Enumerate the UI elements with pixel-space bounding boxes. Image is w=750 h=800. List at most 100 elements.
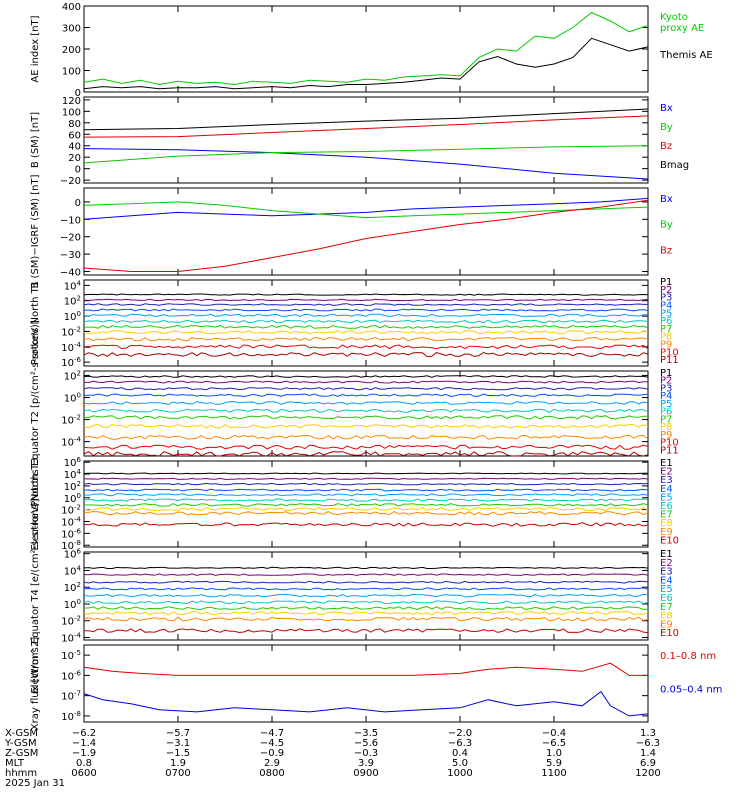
legend-label-E8: E8	[660, 518, 673, 529]
xaxis-value: −4.5	[260, 738, 284, 749]
legend-label-By: By	[660, 220, 673, 231]
series-line-P10	[83, 344, 649, 350]
legend-label-0-1-0-8-nm: 0.1–0.8 nm	[660, 651, 716, 662]
xaxis-value: −6.3	[448, 738, 472, 749]
y-tick-label: 10-2	[61, 414, 81, 427]
y-axis-label: Xray flux [W/m^2]	[30, 637, 41, 731]
y-tick-label: 10-6	[61, 527, 81, 540]
legend-label-E3: E3	[660, 475, 673, 486]
y-tick-label: 10-4	[61, 436, 81, 449]
series-line-E3	[83, 580, 649, 584]
series-line-E8	[83, 507, 649, 512]
xaxis-value: −5.7	[166, 728, 190, 739]
xaxis-value: 3.9	[358, 758, 374, 769]
y-tick-label: 0	[75, 165, 81, 176]
legend-label-Bmag: Bmag	[660, 160, 689, 171]
series-line-Kyoto-proxy-AE	[83, 11, 649, 86]
series-line-0-05-0-4-nm	[83, 690, 649, 717]
y-tick-label: 10-4	[61, 515, 81, 528]
series-line-Bx	[83, 148, 649, 180]
legend-label-E10: E10	[660, 628, 679, 639]
xaxis-value: −3.1	[166, 738, 190, 749]
series-line-P2	[83, 298, 649, 302]
panel-frame	[83, 187, 649, 276]
y-tick-label: 0	[75, 198, 81, 209]
series-line-E9	[83, 511, 649, 516]
series-line-E7	[84, 503, 649, 507]
legend-label-Bx: Bx	[660, 103, 673, 114]
y-axis-label: Protons North T1	[30, 281, 41, 365]
legend-label-E10: E10	[660, 535, 679, 546]
y-tick-label: 10-4	[61, 631, 81, 644]
xaxis-value: −1.4	[72, 738, 96, 749]
xaxis-value: 0.4	[452, 748, 468, 759]
y-tick-label: 106	[64, 548, 82, 561]
series-line-P6	[83, 319, 649, 324]
legend-label-P11: P11	[660, 445, 679, 456]
y-axis-label: B (SM)−IGRF (SM) [nT]	[30, 174, 41, 288]
panel-frame	[83, 370, 649, 457]
xaxis-row-label: Y-GSM	[4, 738, 37, 749]
y-tick-label: 20	[68, 153, 81, 164]
series-line-E7	[83, 606, 649, 611]
y-tick-label: 0	[75, 88, 81, 99]
series-line-E9	[83, 616, 649, 622]
series-line-E1	[83, 472, 649, 475]
y-tick-label: 10-8	[61, 710, 81, 723]
y-tick-label: 60	[68, 130, 81, 141]
y-tick-label: 102	[64, 295, 81, 308]
series-line-P9	[83, 434, 649, 440]
y-tick-label: 100	[62, 67, 81, 78]
series-line-0-1-0-8-nm	[83, 662, 648, 676]
y-tick-label: −10	[60, 215, 81, 226]
legend-label-E8: E8	[660, 611, 673, 622]
y-tick-label: 10-6	[61, 356, 81, 369]
series-line-P4	[83, 308, 649, 312]
series-line-E1	[83, 566, 649, 570]
xaxis-value: −6.5	[542, 738, 566, 749]
panel-8: Xray flux [W/m^2]	[30, 637, 649, 731]
series-line-E2	[83, 573, 649, 576]
y-tick-label: 106	[64, 456, 82, 469]
legend-label-P3: P3	[660, 383, 672, 394]
legend-label-P9: P9	[660, 430, 672, 441]
legend-label-E2: E2	[660, 467, 673, 478]
legend-label-E1: E1	[660, 549, 673, 560]
legend-label-P8: P8	[660, 422, 672, 433]
legend-label-Kyoto-proxy-AE: proxy AE	[660, 23, 704, 34]
series-line-E5	[83, 593, 649, 598]
y-axis-label: AE index [nT]	[30, 15, 41, 82]
series-line-P3	[83, 387, 649, 391]
xaxis-value: −0.4	[542, 728, 566, 739]
legend-label-E7: E7	[660, 602, 673, 613]
series-line-P5	[83, 313, 649, 318]
y-tick-label: 400	[62, 2, 81, 13]
y-tick-label: 200	[62, 45, 81, 56]
y-tick-label: 102	[64, 480, 81, 493]
xaxis-value: 0600	[71, 768, 96, 779]
legend-label-P5: P5	[660, 308, 672, 319]
xaxis-value: −0.3	[354, 748, 378, 759]
legend-label-E5: E5	[660, 492, 673, 503]
legend-label-Themis-AE: Themis AE	[659, 50, 713, 61]
y-tick-label: 120	[62, 96, 81, 107]
y-axis-label: Electrons Equator T4 [e/(cm²-s-sr-keV)]	[30, 498, 41, 693]
panel-3: B (SM)−IGRF (SM) [nT]	[30, 174, 649, 288]
legend-label-P2: P2	[660, 285, 672, 296]
xaxis-value: 5.9	[546, 758, 562, 769]
xaxis-value: −1.9	[72, 748, 96, 759]
y-tick-label: 104	[64, 564, 82, 577]
xaxis-value: 1.0	[546, 748, 562, 759]
xaxis-value: −3.5	[354, 728, 378, 739]
legend-label-P10: P10	[660, 438, 679, 449]
xaxis-value: 1.9	[170, 758, 186, 769]
legend-label-P1: P1	[660, 368, 672, 379]
legend-label-P9: P9	[660, 340, 672, 351]
series-line-E4	[83, 587, 649, 591]
series-line-E10	[83, 522, 649, 527]
date-label: 2025 Jan 31	[5, 778, 65, 789]
y-tick-label: 10-8	[61, 539, 81, 552]
y-tick-label: 100	[64, 391, 81, 404]
xaxis-value: 0700	[165, 768, 190, 779]
